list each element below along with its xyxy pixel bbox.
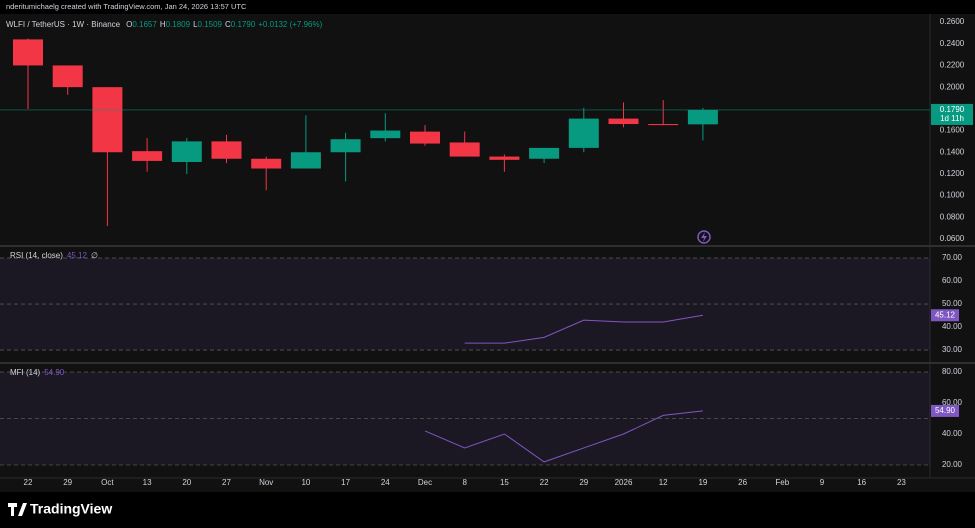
legend-key: L: [193, 20, 198, 29]
x-tick-label: 10: [301, 478, 310, 487]
y-tick-label: 0.1200: [940, 169, 965, 178]
value-badge-label: 54.90: [935, 406, 956, 415]
y-tick-label: 40.00: [942, 322, 963, 331]
y-tick-label: 60.00: [942, 398, 963, 407]
x-tick-label: 29: [579, 478, 588, 487]
x-tick-label: 16: [857, 478, 866, 487]
pane-legend: MFI (14) 54.90: [10, 368, 65, 377]
candle-body: [608, 118, 639, 125]
x-tick-label: 22: [540, 478, 549, 487]
legend-key: H: [160, 20, 166, 29]
pane-value: 54.90: [44, 368, 65, 377]
x-tick-label: 8: [462, 478, 467, 487]
candle-body: [171, 141, 202, 163]
indicator-line: [424, 410, 703, 463]
legend-value: 0.1509: [198, 20, 223, 29]
legend: WLFI / TetherUS · 1W · Binance O0.1657 H0.…: [6, 20, 323, 29]
candle-body: [568, 118, 599, 148]
x-tick-label: Dec: [418, 478, 432, 487]
y-tick-label: 80.00: [942, 367, 963, 376]
legend-title: WLFI / TetherUS · 1W · Binance: [6, 20, 121, 29]
legend-value: 0.1809: [166, 20, 191, 29]
x-tick-label: 17: [341, 478, 350, 487]
x-tick-label: 20: [182, 478, 191, 487]
y-tick-label: 0.2200: [940, 61, 965, 70]
countdown: 1d 11h: [940, 114, 964, 123]
x-tick-label: 22: [24, 478, 33, 487]
x-tick-label: 24: [381, 478, 390, 487]
y-tick-label: 30.00: [942, 345, 963, 354]
pane-legend: RSI (14, close) 45.12 ∅: [10, 251, 98, 260]
x-tick-label: 15: [500, 478, 509, 487]
indicator-line: [464, 314, 703, 344]
x-tick-label: 23: [897, 478, 906, 487]
candle-body: [251, 158, 282, 169]
y-tick-label: 40.00: [942, 429, 963, 438]
chart-area: [0, 14, 975, 492]
y-tick-label: 0.1600: [940, 126, 965, 135]
legend-key: O: [126, 20, 132, 29]
y-tick-label: 0.2600: [940, 17, 965, 26]
candle-body: [529, 147, 560, 159]
legend-value: 0.1657: [132, 20, 157, 29]
y-tick-label: 60.00: [942, 276, 963, 285]
candle-body: [370, 130, 401, 139]
y-tick-label: 0.0800: [940, 212, 965, 221]
x-tick-label: 13: [143, 478, 152, 487]
x-tick-label: Oct: [101, 478, 114, 487]
candle-body: [211, 141, 242, 159]
watermark-icon: [697, 230, 711, 244]
candle-body: [290, 152, 321, 169]
pane-extra: ∅: [91, 251, 98, 260]
price-label: 0.1790: [940, 105, 965, 114]
y-tick-label: 20.00: [942, 460, 963, 469]
author-note: nderitumichaelg created with TradingView…: [6, 2, 247, 11]
y-tick-label: 0.0600: [940, 234, 965, 243]
value-badge: [931, 309, 959, 322]
x-tick-label: Nov: [259, 478, 273, 487]
y-tick-label: 50.00: [942, 299, 963, 308]
y-tick-label: 0.1000: [940, 191, 965, 200]
candle-body: [330, 139, 361, 153]
pane-title: RSI (14, close): [10, 251, 63, 260]
x-tick-label: 12: [659, 478, 668, 487]
value-badge: [931, 404, 959, 417]
candle-body: [687, 109, 718, 125]
candle-body: [92, 87, 123, 153]
candle-body: [132, 151, 163, 161]
y-tick-label: 0.2000: [940, 82, 965, 91]
candle-body: [648, 124, 679, 126]
pane-value: 45.12: [67, 251, 88, 260]
legend-value: 0.1790: [231, 20, 256, 29]
candle-body: [449, 142, 480, 157]
legend-change: +0.0132 (+7.96%): [258, 20, 322, 29]
brand-name: TradingView: [30, 501, 112, 517]
x-tick-label: 19: [698, 478, 707, 487]
candle-body: [13, 39, 43, 66]
x-tick-label: 27: [222, 478, 231, 487]
x-tick-label: Feb: [775, 478, 789, 487]
x-tick-label: 9: [820, 478, 825, 487]
candle-body: [410, 131, 440, 144]
y-tick-label: 0.1400: [940, 147, 965, 156]
candle-body: [52, 65, 83, 88]
x-tick-label: 26: [738, 478, 747, 487]
legend-key: C: [225, 20, 231, 29]
y-tick-label: 70.00: [942, 253, 963, 262]
pane-title: MFI (14): [10, 368, 41, 377]
x-tick-label: 2026: [615, 478, 633, 487]
price-badge: [931, 103, 973, 125]
x-tick-label: 29: [63, 478, 72, 487]
y-tick-label: 0.2400: [940, 39, 965, 48]
brand: TradingView: [8, 501, 112, 517]
value-badge-label: 45.12: [935, 310, 956, 319]
candle-body: [489, 156, 520, 160]
